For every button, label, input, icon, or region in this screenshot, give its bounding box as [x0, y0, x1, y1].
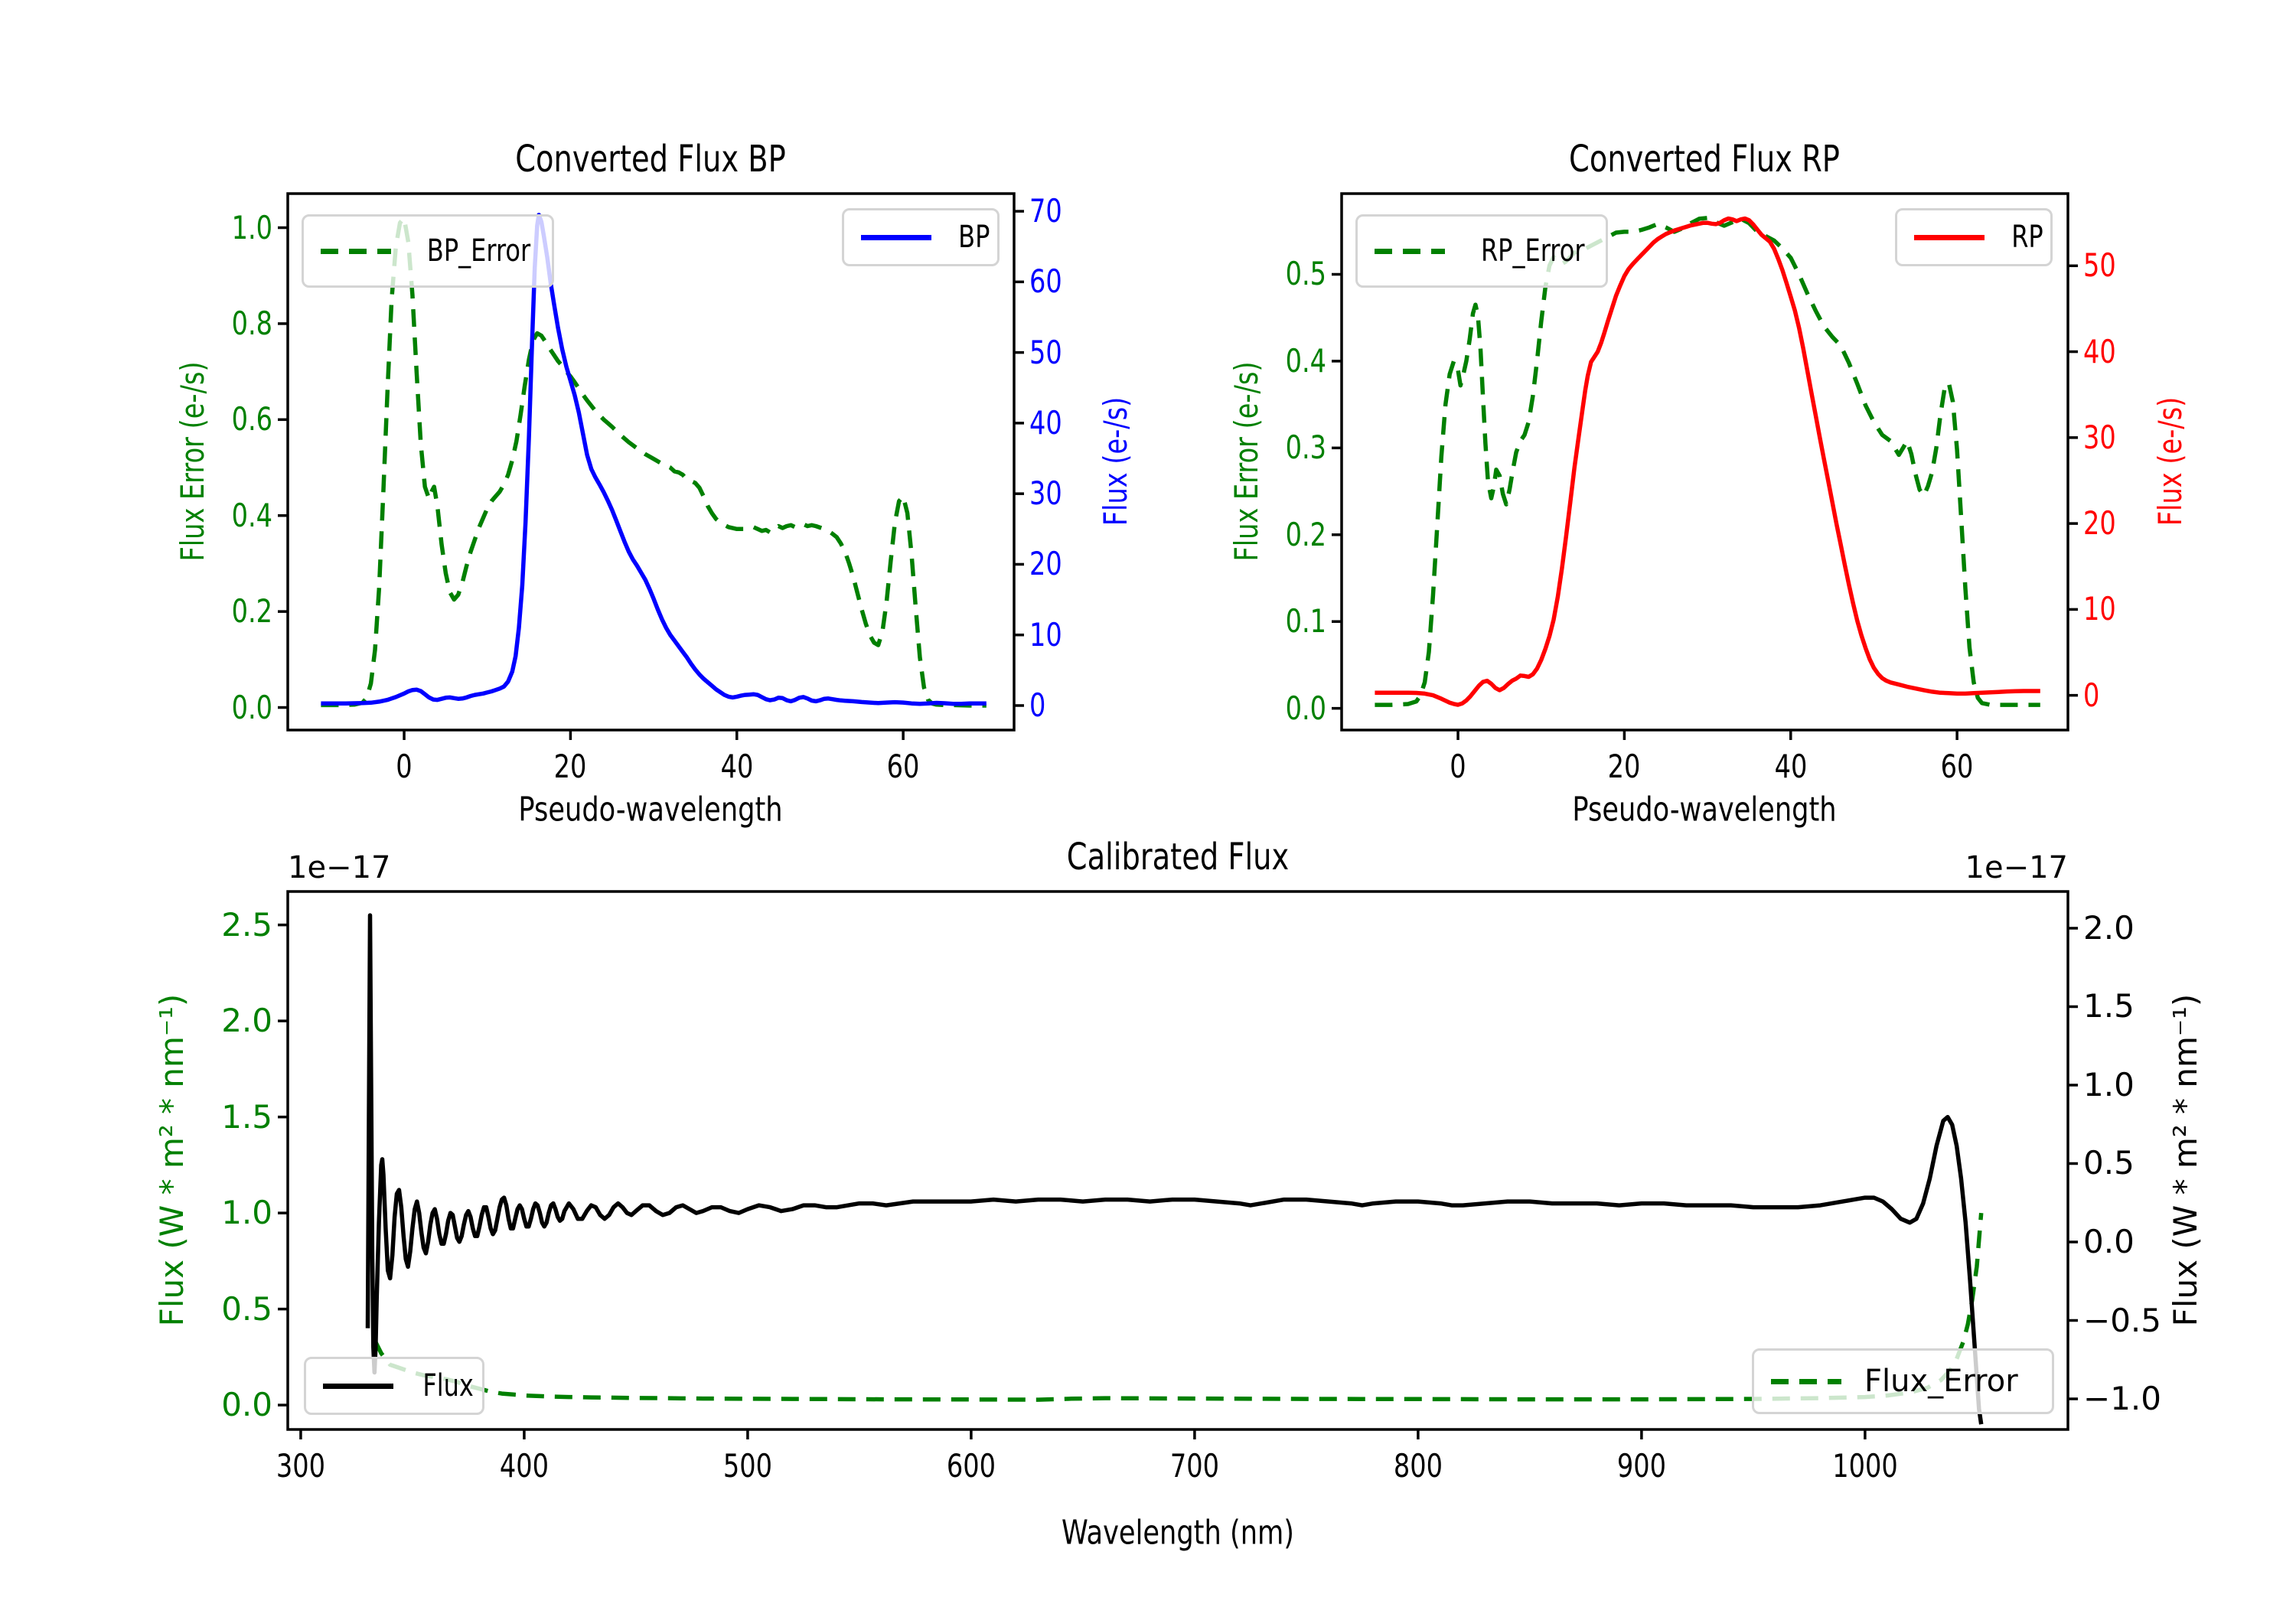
curve-RP [1375, 216, 2040, 707]
legend-rp: RP [1895, 208, 2053, 266]
solid-line-icon [323, 1383, 393, 1389]
dashed-line-icon [1375, 248, 1445, 254]
axes-spines [286, 192, 1016, 732]
legend-bp: BP [842, 208, 1000, 266]
right-axis-offset-text: 1e−17 [1965, 850, 2068, 885]
curve-BP [321, 212, 987, 706]
legend-label: BP_Error [426, 233, 531, 269]
legend-label: RP_Error [1480, 233, 1585, 269]
rp-right-ylabel: Flux (e-/s) [2151, 396, 2189, 526]
legend-rp-error: RP_Error [1355, 214, 1608, 288]
subplot-title-calibrated: Calibrated Flux [1066, 836, 1290, 878]
left-axis-offset-text: 1e−17 [288, 850, 391, 885]
dashed-line-icon [1771, 1378, 1841, 1384]
rp-xlabel: Pseudo-wavelength [1572, 790, 1837, 830]
axes-spines [286, 890, 2069, 1431]
subplot-title-bp: Converted Flux BP [515, 138, 786, 181]
calibrated-right-ylabel: Flux (W * m² * nm⁻¹) [2167, 993, 2204, 1327]
curve-BP_Error [321, 216, 987, 708]
solid-line-icon [1914, 234, 1985, 240]
legend-flux-error: Flux_Error [1752, 1348, 2054, 1414]
solid-line-icon [861, 234, 931, 240]
legend-flux: Flux [304, 1357, 484, 1415]
bp-left-ylabel: Flux Error (e-/s) [174, 361, 211, 562]
calibrated-left-ylabel: Flux (W * m² * nm⁻¹) [153, 993, 191, 1327]
rp-left-ylabel: Flux Error (e-/s) [1228, 361, 1265, 562]
curve-RP_Error [1375, 216, 2040, 707]
curve-Flux_Error [372, 1212, 1984, 1402]
bp-right-ylabel: Flux (e-/s) [1097, 396, 1134, 526]
axes-spines [1340, 192, 2069, 732]
legend-label: RP [2011, 220, 2043, 255]
subplot-title-rp: Converted Flux RP [1569, 138, 1840, 181]
bp-xlabel: Pseudo-wavelength [518, 790, 783, 830]
curve-Flux [365, 913, 1984, 1425]
legend-label: BP [958, 220, 990, 255]
dashed-line-icon [321, 248, 391, 254]
legend-label: Flux [422, 1368, 474, 1403]
legend-bp-error: BP_Error [302, 214, 554, 288]
legend-label: Flux_Error [1864, 1364, 2018, 1399]
calibrated-xlabel: Wavelength (nm) [1061, 1513, 1295, 1553]
